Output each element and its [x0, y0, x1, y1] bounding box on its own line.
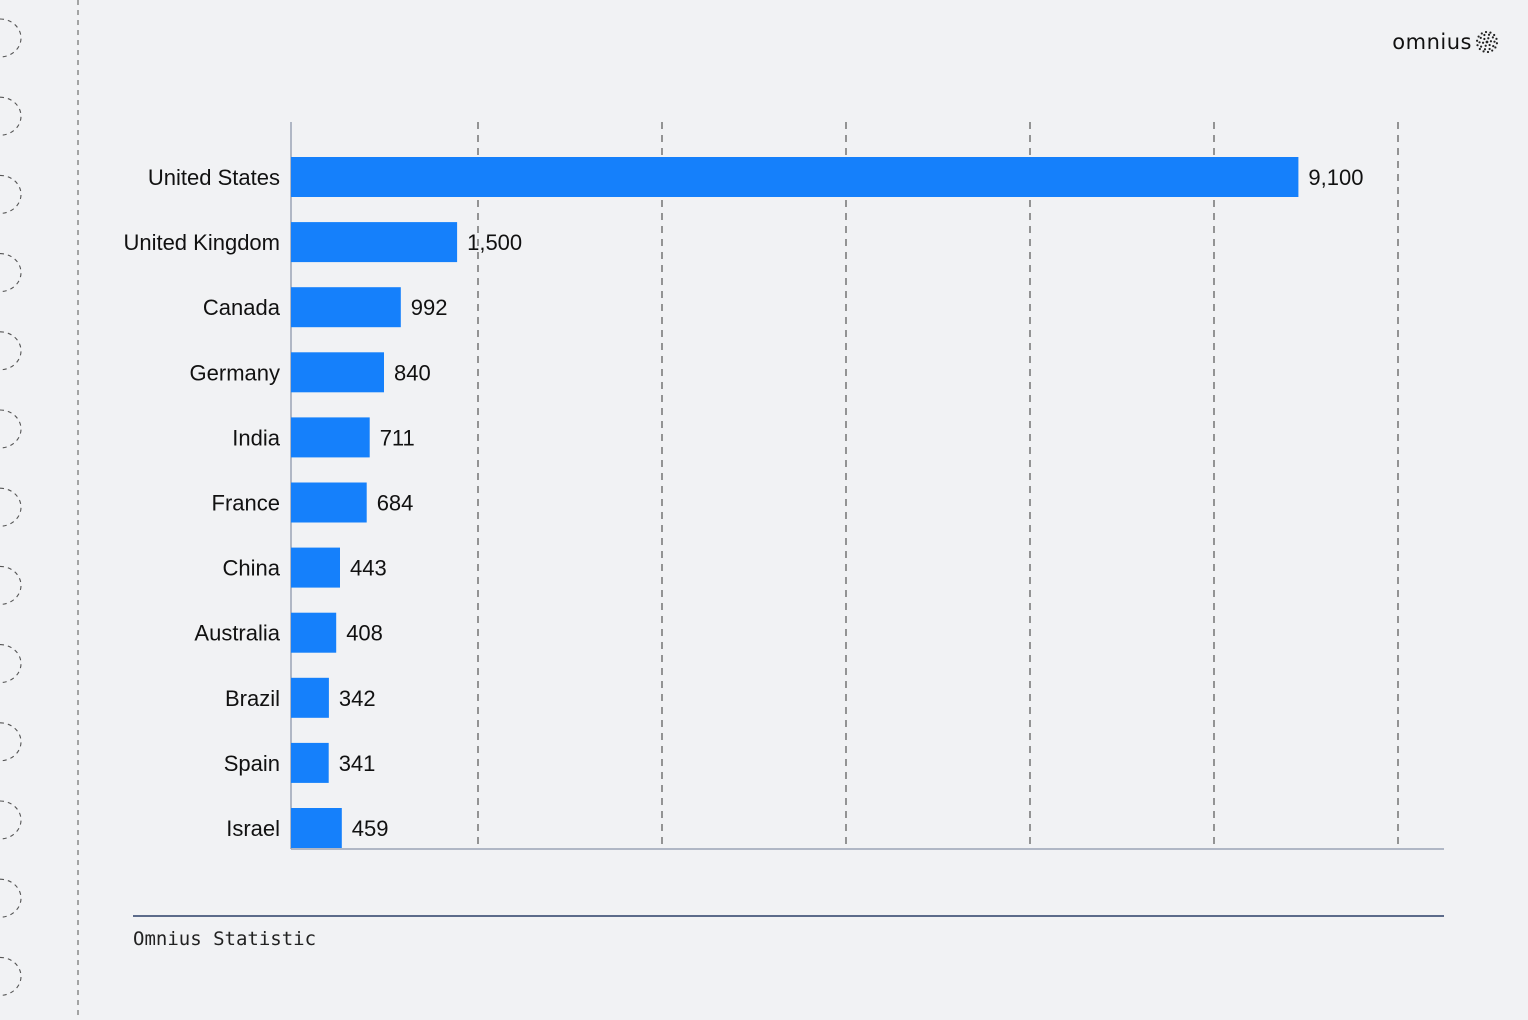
logo-dot [1483, 48, 1487, 51]
value-label: 840 [394, 360, 431, 385]
bar-chart: United States 9,100 United Kingdom 1,500 Can… [123, 122, 1444, 850]
brand-logo: omnius [1392, 30, 1498, 54]
binding-ring [0, 174, 22, 214]
binding-ring [0, 644, 22, 684]
logo-dot [1495, 42, 1498, 45]
category-label: India [232, 425, 280, 450]
bar [291, 677, 329, 718]
bar [291, 287, 401, 328]
footer-divider [133, 915, 1444, 917]
logo-dot [1486, 50, 1490, 53]
bar [291, 222, 458, 263]
category-label: United States [148, 165, 280, 190]
notebook-binding [0, 0, 79, 1020]
logo-dot [1494, 46, 1497, 49]
logo-dot [1480, 45, 1483, 48]
bar [291, 482, 367, 523]
bar [291, 417, 370, 458]
binding-ring [0, 800, 22, 840]
category-label: China [223, 556, 281, 581]
category-label: United Kingdom [123, 230, 280, 255]
category-label: Australia [194, 621, 280, 646]
logo-dot [1488, 43, 1491, 47]
binding-ring [0, 18, 22, 58]
bar [291, 612, 337, 653]
binding-ring [0, 956, 22, 996]
logo-dot [1485, 40, 1489, 44]
logo-dot [1481, 41, 1485, 44]
logo-dot [1495, 37, 1498, 40]
logo-dot [1484, 44, 1487, 47]
logo-dot [1477, 35, 1480, 38]
logo-dot [1487, 33, 1491, 36]
logo-dot [1484, 31, 1488, 34]
category-label: Israel [226, 816, 280, 841]
bar [291, 157, 1299, 197]
binding-ring [0, 565, 22, 605]
value-label: 9,100 [1308, 165, 1363, 190]
logo-dot [1487, 37, 1490, 40]
logo-dot [1493, 33, 1496, 37]
binding-ring [0, 253, 22, 293]
logo-dot [1489, 31, 1492, 34]
dotted-sphere-icon [1476, 31, 1498, 53]
brand-name: omnius [1392, 30, 1472, 54]
logo-dot [1478, 41, 1481, 44]
logo-dot [1479, 36, 1482, 39]
logo-dot [1492, 45, 1495, 48]
bar [291, 547, 340, 588]
logo-dot [1476, 44, 1479, 47]
value-label: 341 [339, 751, 376, 776]
logo-dot [1476, 39, 1479, 42]
value-label: 459 [352, 816, 389, 841]
source-label: Omnius Statistic [133, 928, 317, 950]
logo-dot [1483, 33, 1486, 37]
value-label: 992 [411, 295, 448, 320]
value-label: 342 [339, 686, 376, 711]
logo-dot [1491, 36, 1494, 39]
category-label: France [212, 491, 280, 516]
bar [291, 742, 329, 783]
binding-ring [0, 331, 22, 371]
category-label: Brazil [225, 686, 280, 711]
value-label: 1,500 [467, 230, 522, 255]
category-label: Spain [224, 751, 280, 776]
logo-dot [1493, 40, 1496, 43]
binding-ring [0, 722, 22, 762]
binding-ring [0, 96, 22, 136]
value-label: 443 [350, 556, 387, 581]
logo-dot [1491, 49, 1494, 52]
binding-ring [0, 878, 22, 918]
value-label: 711 [380, 425, 415, 450]
binding-ring [0, 487, 22, 527]
value-label: 684 [377, 491, 414, 516]
value-label: 408 [346, 621, 383, 646]
logo-dot [1478, 47, 1481, 51]
category-label: Canada [203, 295, 281, 320]
logo-dot [1489, 40, 1493, 43]
bar [291, 808, 342, 848]
logo-dot [1483, 37, 1486, 41]
logo-dot [1488, 47, 1491, 51]
logo-dot [1482, 50, 1485, 53]
category-label: Germany [190, 360, 280, 385]
bar [291, 352, 384, 393]
logo-dot [1480, 32, 1483, 35]
binding-ring [0, 409, 22, 449]
